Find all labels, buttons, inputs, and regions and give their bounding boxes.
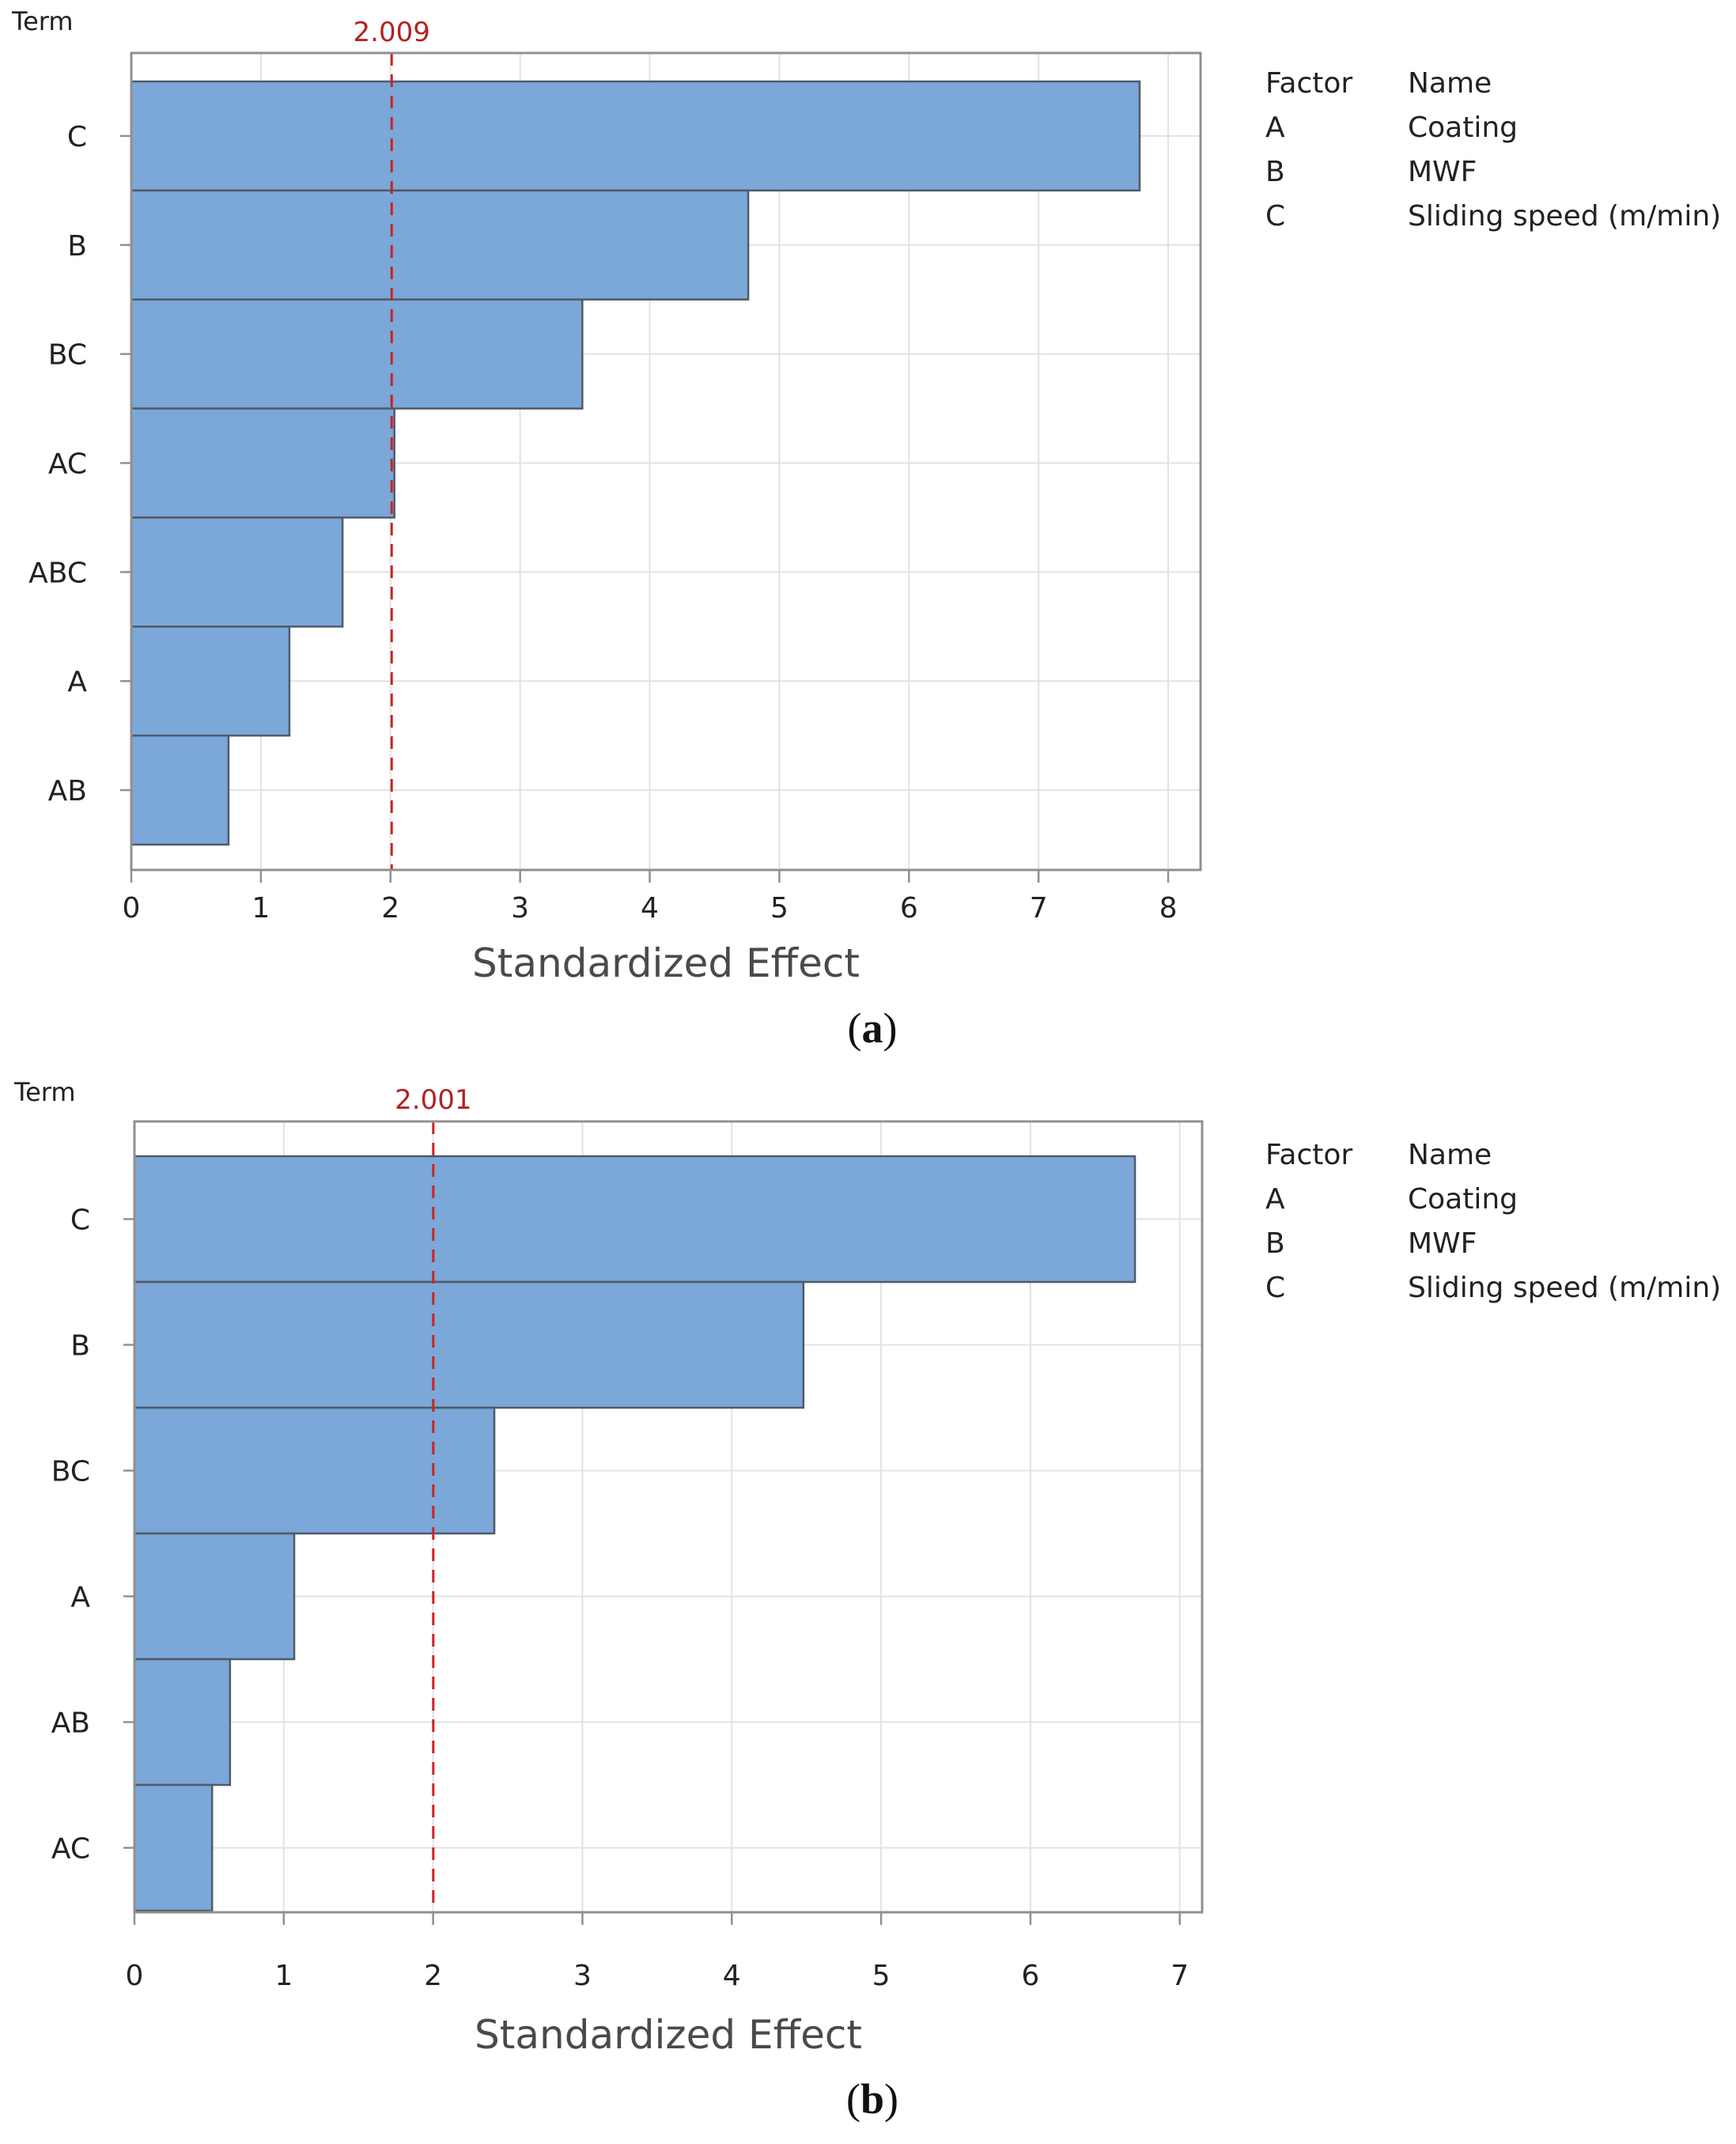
y-tick-label: B xyxy=(67,230,87,263)
x-tick-label: 6 xyxy=(1021,1960,1039,1992)
bar-a xyxy=(130,626,291,737)
bar-abc xyxy=(130,516,344,628)
legend-factor-c: C xyxy=(1265,1272,1285,1304)
legend-header-name: Name xyxy=(1408,1139,1492,1171)
x-tick-label: 0 xyxy=(126,1960,144,1992)
legend-name-c: Sliding speed (m/min) xyxy=(1408,1272,1721,1304)
legend-header-factor: Factor xyxy=(1265,1139,1352,1171)
x-axis-title: Standardized Effect xyxy=(475,2012,862,2058)
legend-factor-a: A xyxy=(1265,1183,1285,1216)
legend-factor-b: B xyxy=(1265,156,1285,188)
legend-name-a: Coating xyxy=(1408,1183,1518,1216)
bar-c xyxy=(133,1155,1137,1284)
x-tick-label: 4 xyxy=(641,892,659,925)
y-tick-label: BC xyxy=(51,1456,90,1488)
bar-a xyxy=(133,1532,296,1661)
legend-name-a: Coating xyxy=(1408,112,1518,144)
factor-legend: Factor Name A Coating B MWF C Sliding speed (m/… xyxy=(1265,67,1721,233)
x-tick-label: 5 xyxy=(770,892,789,925)
bar-ac xyxy=(133,1783,214,1912)
reference-label: 2.001 xyxy=(395,1084,471,1116)
y-tick-label: C xyxy=(70,1204,90,1237)
x-tick-label: 0 xyxy=(123,892,141,925)
reference-label: 2.009 xyxy=(354,17,430,48)
y-tick-label: ABC xyxy=(28,557,87,589)
x-tick-label: 5 xyxy=(872,1960,891,1992)
plot-frame xyxy=(133,1120,1204,1914)
y-tick-label: AC xyxy=(48,448,87,481)
legend-header-name: Name xyxy=(1408,67,1492,100)
y-axis-title: Term xyxy=(13,1077,76,1107)
x-tick-label: 8 xyxy=(1159,892,1178,925)
x-tick-label: 4 xyxy=(723,1960,741,1992)
y-tick-label: C xyxy=(67,121,87,153)
bar-b xyxy=(133,1280,805,1409)
y-tick-label: BC xyxy=(48,339,87,372)
y-tick-label: AB xyxy=(51,1707,90,1740)
x-tick-label: 1 xyxy=(252,892,270,925)
bar-bc xyxy=(133,1406,496,1535)
x-tick-label: 2 xyxy=(424,1960,442,1992)
x-tick-label: 3 xyxy=(511,892,529,925)
x-tick-label: 2 xyxy=(381,892,399,925)
y-axis-title: Term xyxy=(11,6,74,36)
y-tick-label: A xyxy=(67,666,87,698)
x-tick-label: 6 xyxy=(900,892,918,925)
y-tick-label: B xyxy=(70,1330,90,1363)
y-tick-label: AB xyxy=(48,775,87,807)
legend-name-b: MWF xyxy=(1408,156,1477,188)
legend-factor-c: C xyxy=(1265,200,1285,233)
x-axis-title: Standardized Effect xyxy=(472,940,860,986)
panel-caption: (b) xyxy=(846,2075,898,2123)
legend-factor-a: A xyxy=(1265,112,1285,144)
bar-ab xyxy=(130,734,230,846)
factor-legend: Factor Name A Coating B MWF C Sliding speed (m/… xyxy=(1265,1139,1721,1304)
x-tick-label: 3 xyxy=(573,1960,592,1992)
y-tick-label: AC xyxy=(51,1833,90,1866)
x-tick-label: 7 xyxy=(1030,892,1048,925)
bar-ab xyxy=(133,1658,232,1787)
bar-bc xyxy=(130,298,584,410)
bar-c xyxy=(130,80,1141,192)
panel-caption: (a) xyxy=(848,1004,898,1052)
bar-b xyxy=(130,189,750,301)
x-tick-label: 7 xyxy=(1171,1960,1189,1992)
legend-name-b: MWF xyxy=(1408,1227,1477,1260)
legend-header-factor: Factor xyxy=(1265,67,1352,100)
legend-name-c: Sliding speed (m/min) xyxy=(1408,200,1721,233)
x-tick-label: 1 xyxy=(274,1960,293,1992)
plot-frame xyxy=(130,51,1202,872)
bar-ac xyxy=(130,407,395,519)
legend-factor-b: B xyxy=(1265,1227,1285,1260)
y-tick-label: A xyxy=(70,1582,90,1614)
